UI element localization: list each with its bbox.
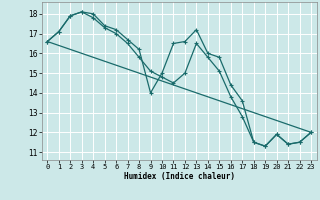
X-axis label: Humidex (Indice chaleur): Humidex (Indice chaleur) [124,172,235,181]
